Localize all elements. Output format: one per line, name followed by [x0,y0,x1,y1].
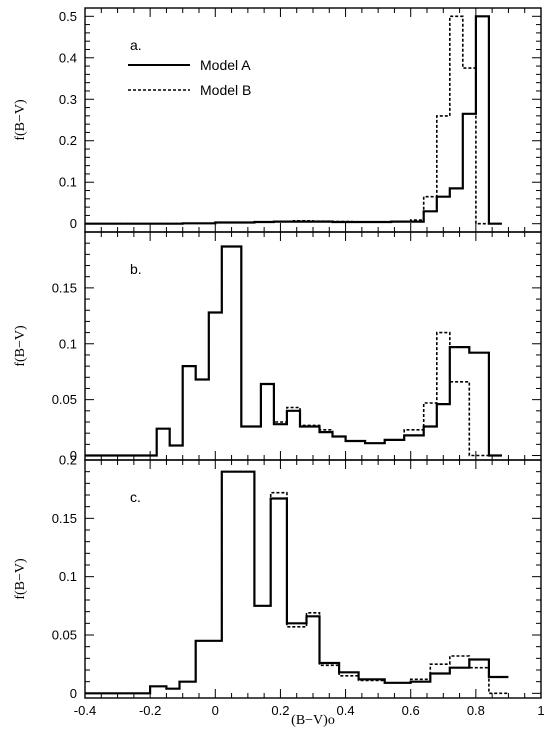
x-tick-label: 1 [537,703,544,718]
x-tick-label: 0.2 [271,703,289,718]
x-tick-label: 0 [212,703,219,718]
y-tick-label: 0.3 [59,92,77,107]
y-axis-label: f(B−V) [13,325,28,367]
series-model-a-line [85,245,502,457]
series-model-a-line [85,470,509,695]
y-tick-label: 0.05 [52,628,77,643]
series-model-b-line [85,15,502,225]
plot-frame [84,7,542,233]
y-tick-label: 0.05 [52,392,77,407]
y-tick-label: 0.1 [59,569,77,584]
y-tick-label: 0.2 [59,133,77,148]
y-tick-label: 0 [70,686,77,701]
y-axis-label: f(B−V) [13,99,28,141]
legend-label-2: Model B [200,82,251,98]
panel-1: 0 0.1 0.2 0.3 0.4 0.5 f(B−V) a. Model A Model B [13,7,542,233]
y-axis-label: f(B−V) [13,558,28,600]
plot-frame [84,459,542,699]
panel-label: b. [130,261,142,277]
y-tick-label: 0 [70,448,77,463]
y-tick-label: 0.1 [59,175,77,190]
x-axis-label: (B−V)o [291,713,335,728]
x-tick-label: 0.6 [402,703,420,718]
series-model-b-line [85,245,502,457]
y-tick-label: 0.4 [59,50,77,65]
panel-label: a. [130,37,142,53]
y-tick-label: 0.15 [52,280,77,295]
x-tick-label: -0.4 [74,703,96,718]
panel-3: 0 0.05 0.1 0.15 0.2 f(B−V) c. [13,453,542,701]
y-tick-label: 0.5 [59,9,77,24]
y-tick-label: 0 [70,216,77,231]
x-tick-label: -0.2 [139,703,161,718]
legend: Model A Model B [128,57,251,98]
x-tick-label: 0.8 [467,703,485,718]
series-model-b-line [85,470,509,695]
series-model-a-line [85,15,502,225]
x-tick-label: 0.4 [337,703,355,718]
legend-label-1: Model A [200,57,251,73]
y-tick-label: 0.15 [52,511,77,526]
y-tick-label: 0.1 [59,336,77,351]
panel-2: 0 0.05 0.1 0.15 f(B−V) b. [13,231,542,463]
y-tick-label: 0.2 [59,453,77,468]
panel-label: c. [130,489,141,505]
